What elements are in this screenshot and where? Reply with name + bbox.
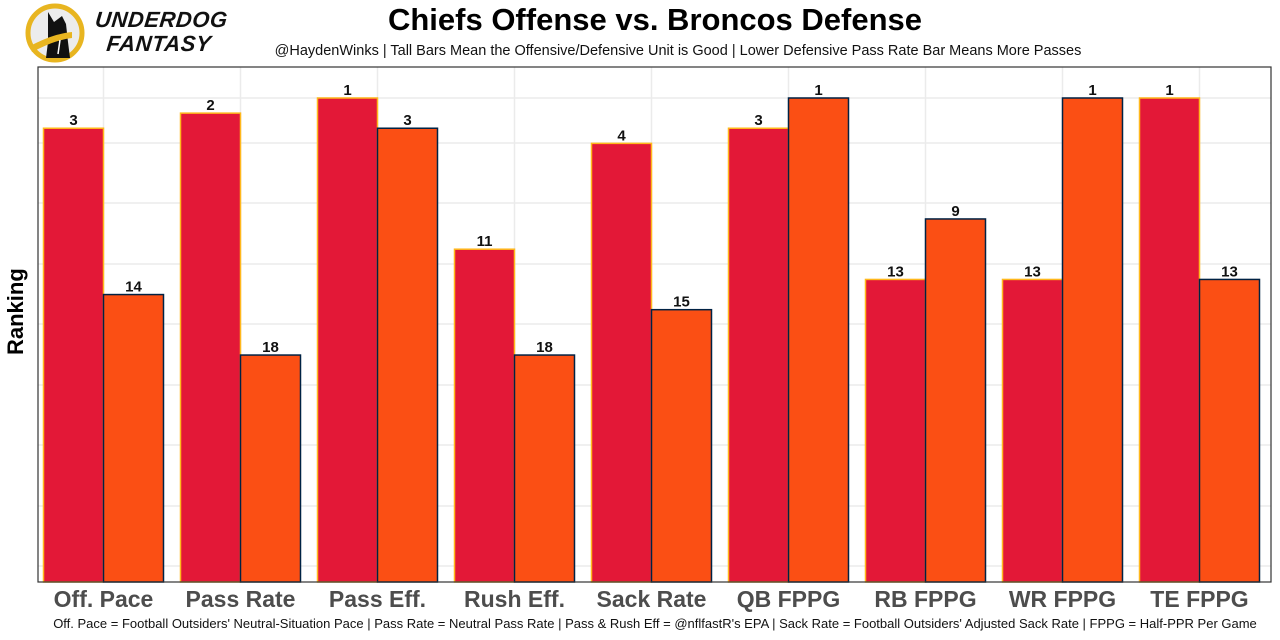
defense-value-label: 15 bbox=[673, 294, 690, 311]
defense-bar bbox=[513, 354, 576, 583]
x-tick-label: RB FPPG bbox=[874, 586, 976, 612]
offense-value-label: 1 bbox=[343, 82, 351, 99]
x-tick-labels: Off. Pace Pass Rate Pass Eff. Rush Eff. Sack… bbox=[54, 586, 1249, 612]
defense-bar bbox=[650, 308, 713, 583]
offense-bar bbox=[864, 278, 927, 583]
defense-bar bbox=[376, 127, 439, 583]
defense-value-label: 13 bbox=[1221, 263, 1238, 280]
offense-bar bbox=[316, 97, 379, 583]
x-tick-label: QB FPPG bbox=[737, 586, 841, 612]
x-tick-label: Pass Eff. bbox=[329, 586, 426, 612]
offense-bar bbox=[1001, 278, 1064, 583]
chart-subtitle: @HaydenWinks | Tall Bars Mean the Offens… bbox=[274, 43, 1082, 59]
x-tick-label: Rush Eff. bbox=[464, 586, 565, 612]
offense-value-label: 13 bbox=[887, 263, 904, 280]
defense-bar bbox=[924, 218, 987, 583]
offense-value-label: 4 bbox=[617, 127, 626, 144]
offense-bar bbox=[590, 142, 653, 583]
defense-bar bbox=[1061, 97, 1124, 583]
defense-bar bbox=[787, 97, 850, 583]
defense-value-label: 14 bbox=[125, 279, 142, 296]
chart-title: Chiefs Offense vs. Broncos Defense bbox=[387, 2, 923, 37]
defense-value-label: 1 bbox=[1088, 82, 1096, 99]
offense-value-label: 3 bbox=[754, 112, 762, 129]
defense-value-label: 1 bbox=[814, 82, 822, 99]
x-tick-label: WR FPPG bbox=[1009, 586, 1116, 612]
bars bbox=[42, 97, 1261, 583]
underdog-fantasy-logo: UNDERDOG FANTASY bbox=[24, 2, 264, 64]
offense-bar bbox=[1138, 97, 1201, 583]
defense-bar bbox=[239, 354, 302, 583]
offense-value-label: 13 bbox=[1024, 263, 1041, 280]
defense-bar bbox=[102, 293, 165, 583]
offense-bar bbox=[727, 127, 790, 583]
defense-value-label: 18 bbox=[262, 339, 279, 356]
x-tick-label: Off. Pace bbox=[54, 586, 154, 612]
offense-value-label: 11 bbox=[477, 233, 493, 250]
x-tick-label: Sack Rate bbox=[597, 586, 707, 612]
x-tick-label: TE FPPG bbox=[1150, 586, 1248, 612]
defense-value-label: 3 bbox=[403, 112, 411, 129]
offense-value-label: 3 bbox=[69, 112, 77, 129]
offense-value-label: 1 bbox=[1165, 82, 1173, 99]
dog-icon bbox=[25, 3, 85, 63]
defense-value-label: 18 bbox=[536, 339, 553, 356]
offense-value-label: 2 bbox=[206, 97, 214, 114]
chart-caption: Off. Pace = Football Outsiders' Neutral-… bbox=[53, 616, 1257, 631]
plot-frame bbox=[37, 66, 1272, 583]
defense-value-label: 9 bbox=[951, 203, 959, 220]
offense-bar bbox=[42, 127, 105, 583]
offense-bar bbox=[179, 112, 242, 583]
x-tick-label: Pass Rate bbox=[186, 586, 296, 612]
offense-bar bbox=[453, 248, 516, 583]
defense-bar bbox=[1198, 278, 1261, 583]
